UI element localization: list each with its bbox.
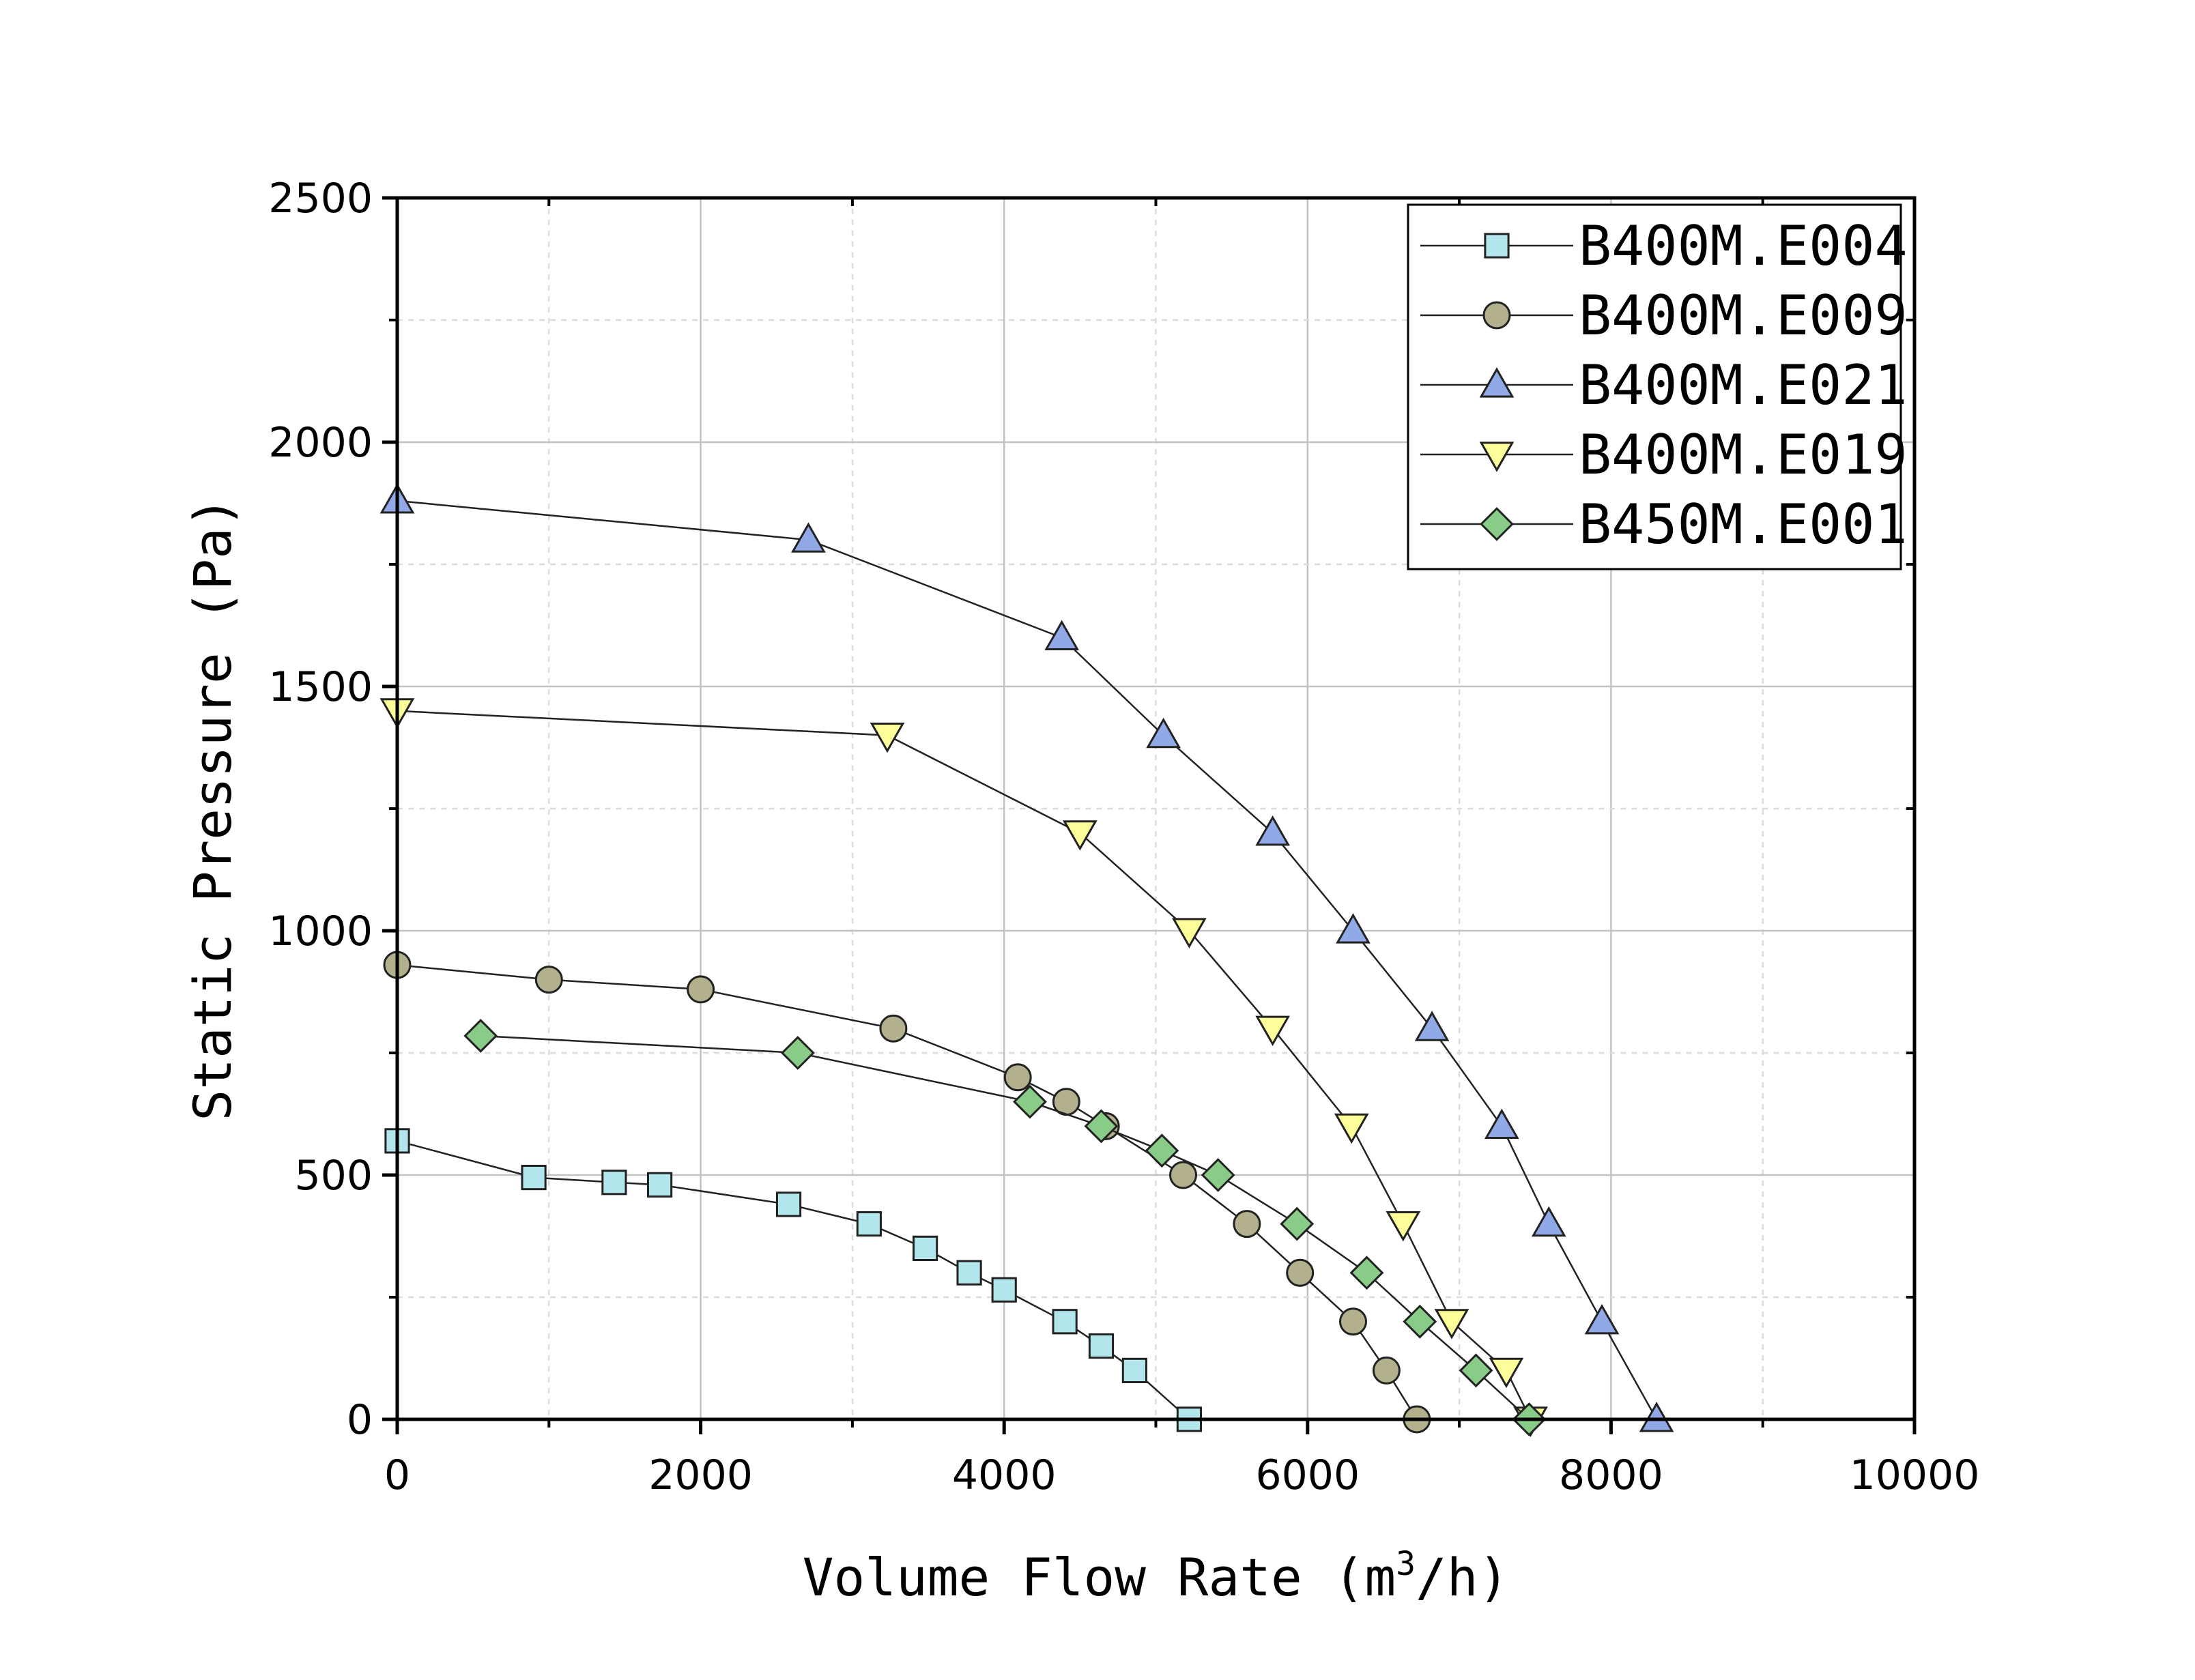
data-point: [1044, 620, 1080, 650]
data-point: [991, 1277, 1017, 1303]
ticks: 0 2000 4000 6000 8000 10000 0 500 1000 1500 2000 25…: [268, 175, 1979, 1499]
data-point: [1414, 1011, 1450, 1041]
y-tick-label: 500: [294, 1152, 373, 1200]
data-point: [780, 1036, 815, 1070]
legend-item: B400M.E009: [1420, 284, 1908, 347]
legend-label: B400M.E004: [1579, 214, 1908, 278]
data-point: [601, 1170, 627, 1196]
series-B400M.E004: [384, 1128, 1203, 1432]
y-tick-label: 2500: [268, 175, 373, 222]
data-point: [1145, 1133, 1179, 1168]
legend-item: B400M.E021: [1420, 353, 1908, 417]
data-point: [1052, 1309, 1078, 1335]
data-point: [521, 1164, 547, 1191]
data-point: [1255, 815, 1291, 846]
series-B400M.E021: [379, 483, 1674, 1432]
legend-item: B400M.E004: [1420, 214, 1908, 278]
data-point: [1531, 1206, 1566, 1237]
data-point: [1233, 1210, 1261, 1239]
data-point: [1013, 1084, 1047, 1119]
data-point: [1255, 1015, 1291, 1047]
data-point: [1484, 1108, 1519, 1139]
data-point: [1088, 1333, 1115, 1359]
data-point: [1280, 1206, 1315, 1241]
data-point: [646, 1172, 673, 1198]
data-point: [791, 522, 826, 553]
legend-marker: [1482, 301, 1511, 330]
legend-label: B400M.E019: [1579, 423, 1908, 487]
data-point: [1336, 913, 1371, 944]
series-line: [397, 710, 1532, 1420]
x-axis-title-unit: /h): [1416, 1547, 1509, 1608]
data-point: [1434, 1309, 1469, 1339]
legend-marker: [1484, 233, 1510, 259]
data-point: [1146, 717, 1181, 749]
legend: B400M.E004B400M.E009B400M.E021B400M.E019…: [1407, 203, 1908, 570]
series-B450M.E001: [463, 1019, 1547, 1436]
legend-label: B450M.E001: [1579, 493, 1908, 556]
legend-label: B400M.E009: [1579, 284, 1908, 347]
data-point: [1372, 1356, 1401, 1385]
data-point: [534, 966, 563, 994]
x-tick-label: 6000: [1255, 1451, 1360, 1499]
series-line: [397, 1140, 1190, 1420]
data-point: [1334, 1113, 1369, 1144]
data-point: [956, 1260, 982, 1286]
x-tick-label: 0: [384, 1451, 410, 1499]
series-line: [397, 964, 1418, 1420]
data-point: [1386, 1211, 1421, 1242]
data-point: [775, 1191, 802, 1217]
data-point: [1489, 1357, 1524, 1389]
data-point: [1338, 1307, 1367, 1336]
y-axis-title: Static Pressure (Pa): [182, 496, 243, 1120]
data-point: [913, 1235, 938, 1262]
data-point: [1062, 820, 1098, 851]
legend-item: B450M.E001: [1420, 493, 1908, 556]
data-point: [1286, 1258, 1315, 1287]
data-point: [1403, 1304, 1437, 1339]
y-tick-label: 0: [347, 1396, 373, 1444]
legend-marker: [1480, 507, 1514, 541]
legend-label: B400M.E021: [1579, 353, 1908, 417]
x-axis-title-superscript: 3: [1396, 1545, 1416, 1583]
x-tick-label: 4000: [952, 1451, 1057, 1499]
data-point: [856, 1211, 882, 1237]
data-point: [1459, 1353, 1493, 1388]
data-point: [463, 1019, 498, 1053]
data-point: [1201, 1158, 1235, 1192]
data-point: [1639, 1402, 1674, 1432]
series-line: [397, 499, 1658, 1420]
legend-marker: [1479, 367, 1515, 398]
data-point: [1169, 1161, 1198, 1189]
data-point: [1349, 1256, 1384, 1290]
x-tick-label: 2000: [648, 1451, 753, 1499]
x-axis-title-main: Volume Flow Rate (m: [803, 1547, 1396, 1608]
y-tick-label: 1500: [268, 663, 373, 711]
series-layer: [379, 483, 1674, 1437]
x-tick-label: 10000: [1850, 1451, 1980, 1499]
data-point: [1121, 1357, 1147, 1384]
data-point: [879, 1014, 908, 1043]
legend-marker: [1479, 441, 1515, 472]
data-point: [870, 723, 905, 753]
data-point: [1003, 1063, 1032, 1092]
x-tick-label: 8000: [1559, 1451, 1663, 1499]
legend-item: B400M.E019: [1420, 423, 1908, 487]
data-point: [1172, 918, 1207, 948]
series-B400M.E009: [383, 951, 1431, 1434]
y-tick-label: 2000: [268, 419, 373, 467]
data-point: [687, 975, 715, 1004]
data-point: [1084, 1109, 1119, 1144]
x-axis-title: Volume Flow Rate (m3/h): [803, 1545, 1510, 1608]
data-point: [1584, 1303, 1620, 1335]
series-B400M.E019: [379, 698, 1548, 1437]
y-tick-label: 1000: [268, 908, 373, 955]
